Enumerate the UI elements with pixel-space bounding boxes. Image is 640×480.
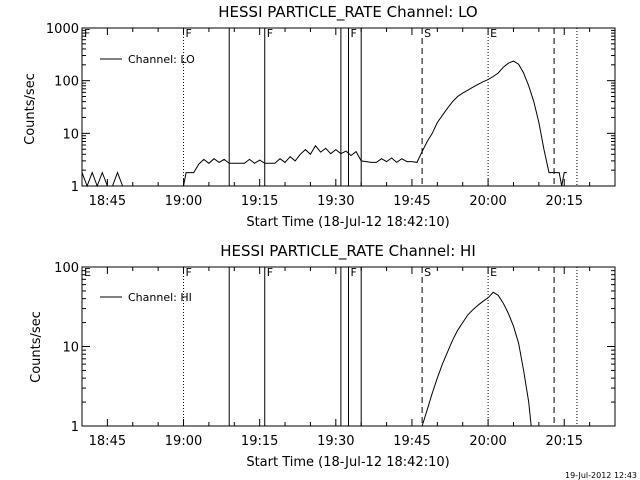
lo-event-marker-label: F bbox=[267, 27, 273, 40]
hi-x-tick-label: 20:15 bbox=[546, 434, 583, 449]
lo-x-tick-label: 20:15 bbox=[546, 194, 583, 209]
lo-event-marker-label: F bbox=[351, 27, 357, 40]
lo-x-tick-label: 19:45 bbox=[393, 194, 430, 209]
hi-event-marker-label: F bbox=[351, 266, 357, 279]
hi-x-tick-label: 19:00 bbox=[165, 434, 202, 449]
hi-event-marker-label: S bbox=[424, 266, 431, 279]
lo-x-tick-label: 19:00 bbox=[165, 194, 202, 209]
hi-y-tick-label: 100 bbox=[54, 261, 79, 276]
hi-x-tick-label: 19:45 bbox=[393, 434, 430, 449]
hi-x-tick-label: 19:15 bbox=[241, 434, 278, 449]
lo-series-line bbox=[81, 171, 124, 188]
hi-event-marker-label: E bbox=[490, 266, 497, 279]
lo-y-tick-label: 1000 bbox=[46, 22, 79, 37]
lo-event-marker-label: F bbox=[186, 27, 192, 40]
timestamp: 19-Jul-2012 12:43 bbox=[565, 471, 637, 480]
hi-x-tick-label: 20:00 bbox=[469, 434, 506, 449]
hi-y-tick-label: 10 bbox=[62, 341, 79, 356]
lo-y-axis-label: Counts/sec bbox=[23, 73, 38, 145]
lo-y-tick-label: 100 bbox=[54, 75, 79, 90]
lo-event-marker-label: S bbox=[424, 27, 431, 40]
hi-y-axis-label: Counts/sec bbox=[29, 311, 44, 383]
lo-event-marker-label: E bbox=[490, 27, 497, 40]
lo-x-tick-label: 20:00 bbox=[469, 194, 506, 209]
hi-event-marker-label: F bbox=[186, 266, 192, 279]
lo-event-marker-label: F bbox=[84, 27, 90, 40]
lo-x-tick-label: 19:15 bbox=[241, 194, 278, 209]
hi-legend-label: Channel: HI bbox=[128, 291, 192, 304]
hi-event-marker-label: F bbox=[267, 266, 273, 279]
hi-y-tick-label: 1 bbox=[71, 420, 79, 435]
lo-y-tick-label: 10 bbox=[62, 127, 79, 142]
hi-x-axis-label: Start Time (18-Jul-12 18:42:10) bbox=[246, 455, 449, 470]
lo-x-axis-label: Start Time (18-Jul-12 18:42:10) bbox=[246, 215, 449, 230]
lo-chart-title: HESSI PARTICLE_RATE Channel: LO bbox=[218, 3, 477, 22]
hi-x-tick-label: 18:45 bbox=[89, 434, 126, 449]
hi-x-tick-label: 19:30 bbox=[317, 434, 354, 449]
lo-channel-panel: HESSI PARTICLE_RATE Channel: LO Start Ti… bbox=[23, 3, 616, 230]
hi-event-marker-label: E bbox=[84, 266, 91, 279]
lo-legend-label: Channel: LO bbox=[128, 53, 195, 66]
lo-x-tick-label: 19:30 bbox=[317, 194, 354, 209]
lo-y-tick-label: 1 bbox=[71, 180, 79, 195]
hi-chart-title: HESSI PARTICLE_RATE Channel: HI bbox=[220, 242, 476, 261]
hi-series-line bbox=[421, 291, 532, 427]
hi-channel-panel: HESSI PARTICLE_RATE Channel: HI Start Ti… bbox=[29, 242, 616, 470]
lo-series-line bbox=[183, 60, 567, 187]
lo-x-tick-label: 18:45 bbox=[89, 194, 126, 209]
